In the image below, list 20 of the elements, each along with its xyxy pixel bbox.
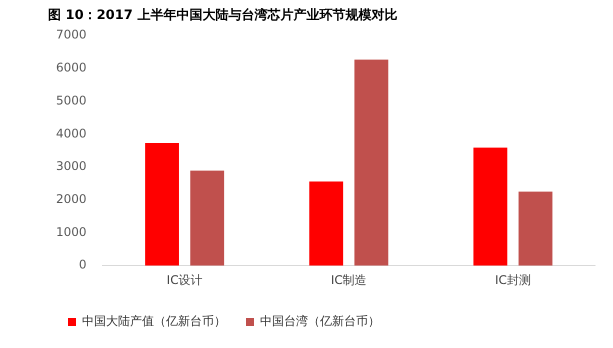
y-tick-label: 1000: [56, 224, 87, 239]
legend-label: 中国大陆产值（亿新台币）: [82, 314, 226, 328]
bar: [473, 148, 508, 266]
x-tick-label: IC制造: [330, 272, 367, 287]
y-tick-label: 4000: [56, 126, 87, 140]
y-tick-label: 3000: [56, 159, 87, 174]
bar: [354, 60, 388, 266]
y-tick-label: 2000: [56, 192, 87, 206]
y-tick-label: 0: [78, 258, 87, 272]
chart-title: 图 10：2017 上半年中国大陆与台湾芯片产业环节规模对比: [48, 7, 398, 24]
y-tick-label: 7000: [56, 28, 87, 42]
x-tick-label: IC封测: [494, 272, 531, 287]
bar: [518, 192, 552, 266]
bar: [309, 181, 344, 266]
x-tick-label: IC设计: [166, 272, 203, 287]
bar: [190, 170, 224, 266]
legend-label: 中国台湾（亿新台币）: [260, 314, 380, 328]
y-tick-label: 6000: [56, 60, 87, 75]
y-tick-label: 5000: [56, 93, 87, 108]
bar: [145, 143, 179, 266]
